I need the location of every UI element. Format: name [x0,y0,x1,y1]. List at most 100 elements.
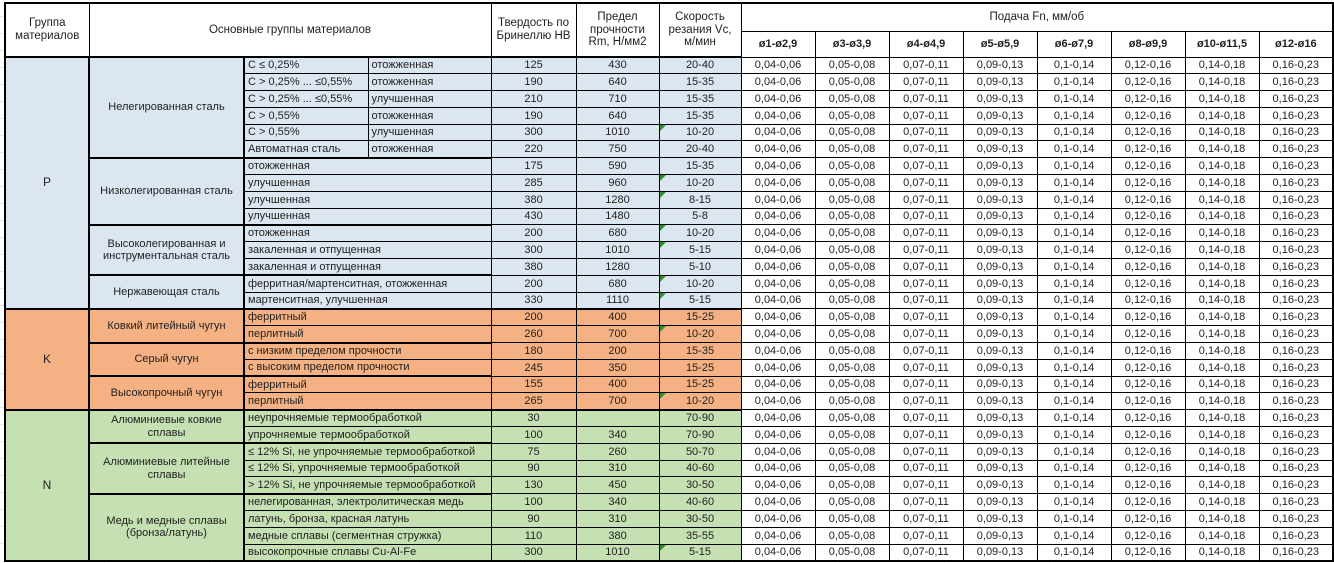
feed-value-cell: 0,16-0,23 [1258,476,1334,495]
feed-value-cell: 0,12-0,16 [1110,258,1186,276]
feed-value-cell: 0,04-0,06 [740,442,816,461]
material-description-cell: ≤ 12% Si, не упрочняемые термообработкой [242,442,492,461]
feed-value-cell: 0,07-0,11 [888,442,964,461]
cutting-speed-value-cell: 40-60 [658,493,742,512]
feed-value-cell: 0,16-0,23 [1258,392,1334,411]
feed-value-cell: 0,16-0,23 [1258,543,1334,562]
strength-value-cell: 1010 [575,123,660,142]
strength-value-cell: 1480 [575,207,660,226]
table-row: N Алюминиевые ковкие сплавы неупрочняемые … [4,408,1334,562]
feed-value-cell: 0,05-0,08 [814,207,890,226]
feed-value-cell: 0,1-0,14 [1036,375,1112,394]
feed-value-cell: 0,04-0,06 [740,106,816,125]
cell-corner-flag-icon [660,293,666,299]
feed-value-cell: 0,12-0,16 [1110,409,1186,428]
feed-value-cell: 0,09-0,13 [962,207,1038,226]
feed-value-cell: 0,04-0,06 [740,56,816,75]
cutting-speed-value-cell: 10-20 [658,123,742,142]
heat-treatment-cell: улучшенная [367,90,492,108]
header-feed-diameter: ø4-ø4,9 [888,30,964,58]
header-main-groups: Основные группы материалов [88,2,492,58]
subgroup-name-cell: Нержавеющая сталь [88,274,245,310]
feed-value-cell: 0,09-0,13 [962,291,1038,310]
feed-value-cell: 0,05-0,08 [814,325,890,344]
feed-value-cell: 0,07-0,11 [888,476,964,495]
feed-value-cell: 0,14-0,18 [1184,325,1260,344]
feed-value-cell: 0,07-0,11 [888,90,964,108]
feed-value-cell: 0,05-0,08 [814,358,890,377]
feed-value-cell: 0,16-0,23 [1258,190,1334,209]
cutting-speed-value-cell: 15-35 [658,342,742,360]
cutting-speed-value-cell: 10-20 [658,224,742,243]
cutting-speed-value-cell: 15-25 [658,358,742,377]
material-description-cell: нелегированная, электролитическая медь [242,492,492,512]
feed-value-cell: 0,14-0,18 [1184,409,1260,428]
feed-value-cell: 0,12-0,16 [1110,174,1186,192]
feed-value-cell: 0,07-0,11 [888,392,964,411]
feed-value-cell: 0,05-0,08 [814,241,890,260]
feed-value-cell: 0,14-0,18 [1184,526,1260,545]
strength-value-cell: 400 [575,375,660,394]
cutting-speed-value-cell: 40-60 [658,459,742,478]
feed-value-cell: 0,07-0,11 [888,510,964,528]
cutting-speed-value: 15-35 [685,160,715,173]
feed-value-cell: 0,14-0,18 [1184,510,1260,528]
carbon-content-cell: C > 0,25% ... ≤0,55% [243,90,369,108]
material-description-cell: ферритный [242,375,492,394]
strength-value-cell: 710 [575,90,660,108]
feed-value-cell: 0,05-0,08 [814,274,890,293]
table-row: латунь, бронза, красная латунь 90 310 30-50… [5,510,1334,528]
feed-value-cell: 0,05-0,08 [814,157,890,176]
subgroup-name-cell: Алюминиевые ковкие сплавы [88,408,245,444]
feed-value-cell: 0,05-0,08 [814,174,890,192]
feed-value-cell: 0,1-0,14 [1036,274,1112,293]
feed-value-cell: 0,09-0,13 [962,241,1038,260]
feed-value-cell: 0,14-0,18 [1184,493,1260,512]
header-brinell-hardness: Твердость по Бринеллю HB [490,2,577,58]
header-feed-diameter: ø10-ø11,5 [1184,30,1260,58]
strength-value-cell: 680 [575,274,660,293]
feed-value-cell: 0,09-0,13 [962,476,1038,495]
hardness-value-cell: 265 [490,392,577,411]
feed-value-cell: 0,16-0,23 [1258,157,1334,176]
strength-value-cell: 1010 [575,543,660,562]
material-description-cell: закаленная и отпущенная [242,258,492,276]
feed-value-cell: 0,05-0,08 [814,442,890,461]
material-description-cell: мартенситная, улучшенная [242,291,492,310]
feed-value-cell: 0,1-0,14 [1036,140,1112,159]
hardness-value-cell: 285 [490,174,577,192]
table-row: C > 0,55% отожженная 190 640 15-35 0,04-0,06 0… [5,106,1334,125]
hardness-value-cell: 190 [490,73,577,92]
feed-value-cell: 0,1-0,14 [1036,459,1112,478]
strength-value-cell: 340 [575,493,660,512]
feed-value-cell: 0,12-0,16 [1110,358,1186,377]
table-row: Серый чугун с низким пределом прочности 18… [5,341,1334,377]
materials-table-body: P Нелегированная сталь C ≤ 0,25% отожженная… [4,56,1334,562]
header-feed-diameter: ø1-ø2,9 [740,30,816,58]
feed-value-cell: 0,1-0,14 [1036,157,1112,176]
feed-value-cell: 0,04-0,06 [740,358,816,377]
feed-value-cell: 0,05-0,08 [814,73,890,92]
feed-value-cell: 0,09-0,13 [962,325,1038,344]
feed-value-cell: 0,09-0,13 [962,426,1038,444]
feed-value-cell: 0,14-0,18 [1184,190,1260,209]
feed-value-cell: 0,05-0,08 [814,526,890,545]
subgroup-name-cell: Нелегированная сталь [88,56,245,159]
feed-value-cell: 0,16-0,23 [1258,207,1334,226]
hardness-value-cell: 210 [490,90,577,108]
cell-corner-flag-icon [660,545,666,551]
feed-value-cell: 0,14-0,18 [1184,106,1260,125]
feed-value-cell: 0,12-0,16 [1110,56,1186,75]
material-description-cell: отожженная [242,156,492,176]
feed-value-cell: 0,16-0,23 [1258,459,1334,478]
strength-value-cell: 310 [575,510,660,528]
cell-corner-flag-icon [660,393,666,400]
table-row: Высоколегированная и инструментальная ст… [5,223,1334,276]
feed-value-cell: 0,04-0,06 [740,392,816,411]
cutting-speed-value-cell: 15-35 [658,106,742,125]
cutting-speed-value: 10-20 [685,327,715,340]
strength-value-cell: 200 [575,342,660,360]
cutting-speed-value-cell: 10-20 [658,174,742,192]
heat-treatment-cell: отожженная [367,140,492,159]
subgroup-name-cell: Низколегированная сталь [88,156,245,226]
